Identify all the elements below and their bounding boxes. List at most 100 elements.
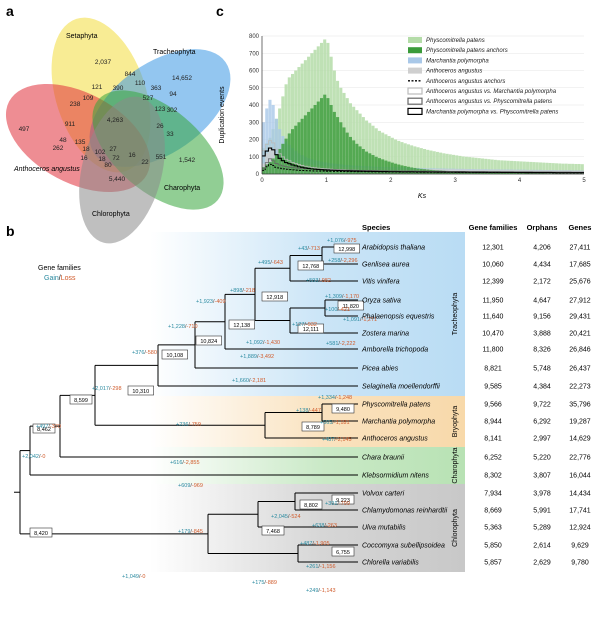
histogram-bar <box>265 108 269 174</box>
legend-swatch <box>407 97 423 105</box>
histogram-bar <box>397 164 401 174</box>
venn-region-count: 363 <box>151 85 162 92</box>
histogram-bar <box>313 105 317 174</box>
branch-gain-loss: +43/-713 <box>298 246 320 252</box>
histogram-bar <box>538 162 542 174</box>
branch-gain-loss: +391/-799 <box>325 501 350 507</box>
species-name: Arabidopsis thaliana <box>361 245 425 252</box>
species-orphans: 4,434 <box>533 262 551 269</box>
branch-gain-loss: +1,334/-1,248 <box>318 395 352 401</box>
species-gene-families: 10,060 <box>482 262 504 269</box>
histogram-bar <box>564 163 568 174</box>
venn-region-count: 22 <box>141 159 149 166</box>
histogram-bar <box>474 157 478 174</box>
species-name: Oryza sativa <box>362 298 401 305</box>
venn-region-count: 26 <box>156 123 164 130</box>
histogram-bar <box>278 148 282 174</box>
histogram-bar <box>397 140 401 174</box>
venn-region-count: 18 <box>82 146 90 153</box>
histogram-bar <box>336 117 340 174</box>
species-gene-families: 8,141 <box>484 436 502 443</box>
branch-gain-loss: +138/-447 <box>296 408 321 414</box>
branch-gain-loss: +261/-1,156 <box>306 564 336 570</box>
histogram-bar <box>490 172 494 174</box>
branch-gain-loss: +1,076/-975 <box>327 238 357 244</box>
histogram-bar <box>365 120 369 174</box>
venn-label-anthoceros: Anthoceros angustus <box>13 166 80 173</box>
histogram-bar <box>526 161 530 174</box>
legend-label: Marchantia polymorpha <box>426 58 489 64</box>
species-genes: 22,776 <box>569 455 591 462</box>
node-count-text: 7,468 <box>266 529 280 535</box>
species-orphans: 2,997 <box>533 436 551 443</box>
branch-gain-loss-labels: +1,076/-975 +43/-713 +258/-2,296 +495/-643 +… <box>22 238 377 594</box>
histogram-bar <box>387 136 391 174</box>
species-gene-families: 12,399 <box>482 279 504 286</box>
header-gene-families: Gene families <box>469 223 518 232</box>
node-count-box <box>301 421 325 432</box>
node-count-box <box>331 403 355 414</box>
venn-region-count: 110 <box>135 80 146 87</box>
venn-region-count: 5,440 <box>109 176 126 183</box>
x-axis-label: Ks <box>418 193 427 200</box>
histogram-bar <box>262 122 266 174</box>
venn-region-count: 302 <box>167 107 178 114</box>
branch-gain-loss: +1,889/-3,492 <box>240 354 274 360</box>
species-genes: 27,411 <box>570 245 591 252</box>
histogram-bar <box>509 172 513 174</box>
histogram-bar <box>542 173 546 174</box>
venn-region-count: 2,037 <box>95 59 112 66</box>
histogram-bar <box>455 155 459 174</box>
species-gene-families: 10,470 <box>482 331 504 338</box>
histogram-bar <box>271 105 275 174</box>
node-count-box <box>195 335 222 346</box>
histogram-bar <box>571 163 575 174</box>
node-count-box <box>337 300 364 311</box>
species-gene-families: 5,857 <box>484 560 502 567</box>
node-count-box <box>69 394 93 405</box>
branch-gain-loss: +495/-643 <box>258 260 283 266</box>
branch-gain-loss: +593/-982 <box>306 278 331 284</box>
histogram-bar <box>268 146 272 174</box>
histogram-bar <box>487 159 491 174</box>
histogram-bar <box>480 158 485 174</box>
histogram-bar <box>458 155 462 174</box>
y-tick-label: 200 <box>249 138 260 144</box>
legend-swatch <box>408 37 422 43</box>
species-orphans: 3,888 <box>533 331 551 338</box>
histogram-bar <box>326 98 330 174</box>
header-species: Species <box>362 223 390 232</box>
histogram-bar <box>509 160 513 174</box>
histogram-bar <box>365 151 369 174</box>
species-gene-families: 8,821 <box>484 366 502 373</box>
venn-region-counts: 2,037 14,652 497 1,542 5,440 4,263 844 110 363 12… <box>19 59 196 183</box>
venn-label-tracheophyta: Tracheophyta <box>153 49 196 56</box>
histogram-bar <box>390 137 394 174</box>
branch-gain-loss: +609/-969 <box>178 483 203 489</box>
histogram-bar <box>555 163 559 174</box>
histogram-bar <box>535 173 539 174</box>
histogram-bar <box>490 159 494 174</box>
branch-gain-loss: +1,228/-710 <box>168 324 198 330</box>
node-count-box <box>161 349 188 360</box>
branch-gain-loss: +1,660/-2,181 <box>232 378 266 384</box>
histogram-bar <box>374 156 378 174</box>
histogram-legend: Physcomitrella patens Physcomitrella pate… <box>407 37 558 115</box>
branch-gain-loss: +616/-2,855 <box>170 460 200 466</box>
species-genes: 16,044 <box>569 473 591 480</box>
histogram-bar <box>423 148 427 174</box>
species-orphans: 3,978 <box>533 491 551 498</box>
histogram-axes <box>261 36 584 175</box>
panel-label-a: a <box>6 3 14 19</box>
histogram-bar <box>345 132 349 174</box>
node-count-box <box>32 423 56 434</box>
histogram-bar <box>381 159 385 174</box>
node-count-text: 8,462 <box>37 427 51 433</box>
histogram-bar <box>358 146 362 174</box>
x-tick-label: 1 <box>325 178 329 184</box>
species-name: Amborella trichopoda <box>361 347 428 354</box>
species-orphans: 9,722 <box>533 402 551 409</box>
venn-region-count: 18 <box>98 156 106 163</box>
legend-label: Physcomitrella patens anchors <box>426 48 508 54</box>
histogram-bar <box>448 154 452 174</box>
